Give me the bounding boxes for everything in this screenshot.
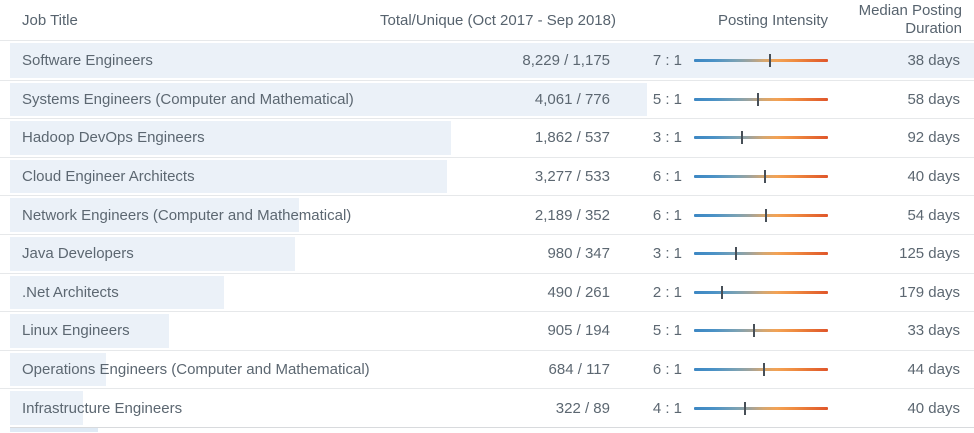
table-bottom-border [10,426,974,428]
unique-postings-bar [10,121,451,155]
intensity-ratio-value: 5 : 1 [652,322,682,340]
job-title-value: Java Developers [22,245,134,263]
unique-postings-bar [10,275,224,310]
median-duration-value: 58 days [907,90,960,108]
job-title-value: Operations Engineers (Computer and Mathe… [22,361,370,379]
median-duration-value: 40 days [907,168,960,186]
intensity-gauge [694,131,828,145]
posting-intensity-cell: 3 : 1 [610,119,828,157]
table-row[interactable]: Network Engineers (Computer and Mathemat… [0,195,974,234]
intensity-ratio-value: 4 : 1 [652,399,682,417]
intensity-gauge [694,92,828,106]
column-header-median-posting-duration: Median Posting Duration [858,1,962,37]
total-unique-value: 1,862 / 537 [534,129,610,147]
table-row[interactable]: Linux Engineers 905 / 194 5 : 1 33 days [0,311,974,350]
job-title-value: Network Engineers (Computer and Mathemat… [22,206,352,224]
total-unique-value: 8,229 / 1,175 [522,51,610,69]
intensity-gauge [694,208,828,222]
job-title-value: Hadoop DevOps Engineers [22,129,205,147]
intensity-ratio-value: 6 : 1 [652,206,682,224]
posting-intensity-cell: 4 : 1 [610,389,828,427]
intensity-marker-icon [741,131,744,145]
total-unique-value: 2,189 / 352 [534,206,610,224]
unique-postings-bar [10,352,106,387]
total-unique-value: 684 / 117 [548,361,610,379]
total-unique-value: 905 / 194 [547,322,610,340]
intensity-marker-icon [765,208,768,222]
intensity-marker-icon [762,363,765,377]
intensity-ratio-value: 7 : 1 [652,51,682,69]
median-duration-value: 33 days [907,322,960,340]
table-row[interactable]: Java Developers 980 / 347 3 : 1 125 days [0,233,974,273]
total-unique-value: 3,277 / 533 [534,168,610,186]
intensity-marker-icon [743,401,746,415]
posting-intensity-cell: 5 : 1 [610,81,828,119]
intensity-gauge [694,324,828,338]
median-duration-value: 40 days [907,399,960,417]
job-title-value: Cloud Engineer Architects [22,168,195,186]
job-title-value: Software Engineers [22,51,153,69]
unique-postings-bar [10,82,647,117]
table-header-row: Job Title Total/Unique (Oct 2017 - Sep 2… [0,0,974,41]
intensity-marker-icon [764,170,767,184]
posting-intensity-cell: 6 : 1 [610,158,828,196]
unique-postings-bar [10,159,447,194]
unique-postings-bar [10,236,295,271]
median-duration-value: 92 days [907,129,960,147]
unique-postings-bar [10,391,83,425]
table-row[interactable]: Software Engineers 8,229 / 1,175 7 : 1 3… [0,41,974,80]
intensity-ratio-value: 6 : 1 [652,361,682,379]
intensity-ratio-value: 3 : 1 [652,129,682,147]
column-header-job-title: Job Title [22,11,78,29]
median-duration-value: 125 days [899,245,960,263]
intensity-gauge [694,53,828,67]
intensity-gauge [694,247,828,261]
intensity-ratio-value: 2 : 1 [652,283,682,301]
column-header-total-unique: Total/Unique (Oct 2017 - Sep 2018) [380,11,616,29]
median-duration-value: 54 days [907,206,960,224]
intensity-marker-icon [753,324,756,338]
column-header-posting-intensity: Posting Intensity [717,11,828,29]
intensity-marker-icon [769,53,772,67]
partial-row-stub [10,427,98,432]
intensity-marker-icon [757,92,760,106]
median-duration-value: 179 days [899,283,960,301]
intensity-ratio-value: 5 : 1 [652,90,682,108]
posting-intensity-cell: 5 : 1 [610,312,828,350]
intensity-gauge [694,285,828,299]
unique-postings-bar [10,198,299,232]
total-unique-value: 4,061 / 776 [534,90,610,108]
job-title-value: Linux Engineers [22,322,130,340]
intensity-gauge [694,170,828,184]
total-unique-value: 322 / 89 [555,399,610,417]
table-row[interactable]: .Net Architects 490 / 261 2 : 1 179 days [0,272,974,312]
unique-postings-bar [10,314,169,348]
job-title-value: .Net Architects [22,283,119,301]
total-unique-value: 490 / 261 [547,283,610,301]
table-row[interactable]: Operations Engineers (Computer and Mathe… [0,349,974,389]
median-duration-value: 44 days [907,361,960,379]
posting-intensity-cell: 6 : 1 [610,196,828,234]
intensity-marker-icon [734,247,737,261]
table-row[interactable]: Hadoop DevOps Engineers 1,862 / 537 3 : … [0,118,974,157]
posting-intensity-cell: 3 : 1 [610,235,828,273]
job-title-value: Systems Engineers (Computer and Mathemat… [22,90,354,108]
intensity-gauge [694,401,828,415]
intensity-gauge [694,363,828,377]
table-row[interactable]: Infrastructure Engineers 322 / 89 4 : 1 … [0,388,974,427]
intensity-ratio-value: 3 : 1 [652,245,682,263]
posting-intensity-cell: 6 : 1 [610,351,828,389]
posting-intensity-cell: 2 : 1 [610,274,828,312]
total-unique-value: 980 / 347 [547,245,610,263]
posting-intensity-cell: 7 : 1 [610,41,828,80]
median-duration-value: 38 days [907,51,960,69]
job-title-value: Infrastructure Engineers [22,399,183,417]
table-body: Software Engineers 8,229 / 1,175 7 : 1 3… [0,41,974,427]
table-row[interactable]: Cloud Engineer Architects 3,277 / 533 6 … [0,156,974,196]
table-row[interactable]: Systems Engineers (Computer and Mathemat… [0,79,974,119]
intensity-marker-icon [721,285,724,299]
intensity-ratio-value: 6 : 1 [652,168,682,186]
